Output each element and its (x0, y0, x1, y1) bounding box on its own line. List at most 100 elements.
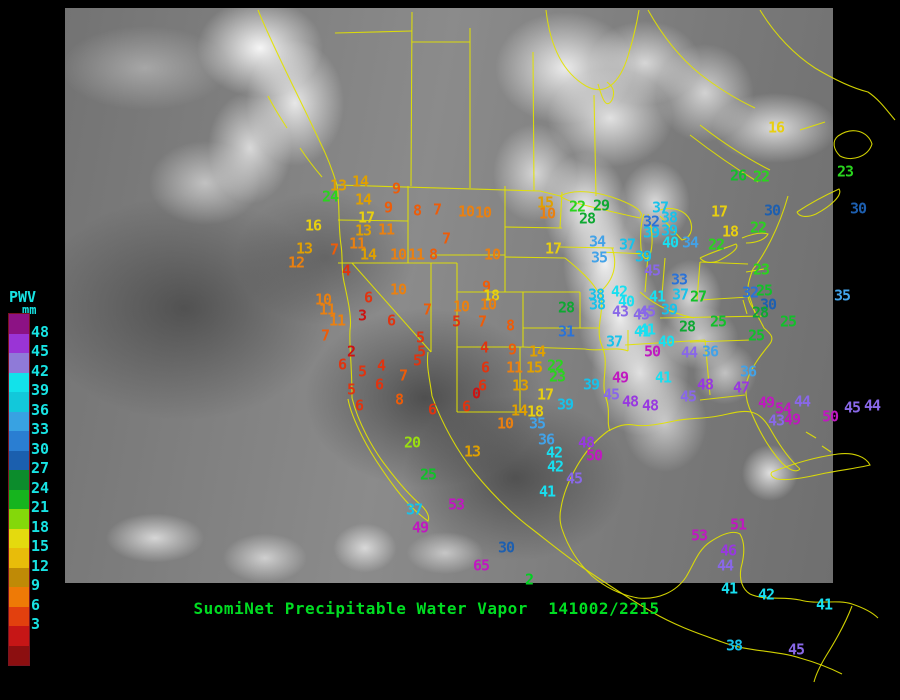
station-pwv-value: 25 (709, 312, 727, 331)
legend-tick-label: 3 (31, 615, 41, 633)
station-pwv-value: 11 (318, 300, 336, 319)
satellite-imagery (65, 8, 833, 583)
station-pwv-value: 7 (441, 229, 451, 248)
station-pwv-value: 45 (638, 302, 656, 321)
legend-tick-label: 15 (31, 537, 50, 555)
legend-tick-label: 27 (31, 459, 50, 477)
station-pwv-value: 30 (763, 201, 781, 220)
station-pwv-value: 25 (779, 312, 797, 331)
station-pwv-value: 49 (757, 393, 775, 412)
station-pwv-value: 6 (374, 375, 384, 394)
station-pwv-value: 39 (582, 375, 600, 394)
station-pwv-value: 6 (337, 355, 347, 374)
legend-tick-label: 39 (31, 381, 50, 399)
station-pwv-value: 25 (755, 281, 773, 300)
station-pwv-value: 6 (477, 376, 487, 395)
station-pwv-value: 5 (415, 328, 425, 347)
station-pwv-value: 39 (634, 247, 652, 266)
station-pwv-value: 5 (412, 351, 422, 370)
station-pwv-value: 41 (648, 287, 666, 306)
legend-color-cell (9, 587, 29, 607)
legend-tick-label: 45 (31, 342, 50, 360)
station-pwv-value: 32 (741, 283, 759, 302)
station-pwv-value: 8 (394, 390, 404, 409)
station-pwv-value: 25 (419, 465, 437, 484)
legend-color-cell (9, 392, 29, 412)
station-pwv-value: 39 (642, 223, 660, 242)
station-pwv-value: 53 (447, 495, 465, 514)
station-pwv-value: 37 (405, 500, 423, 519)
station-pwv-value: 50 (585, 446, 603, 465)
station-pwv-value: 38 (588, 295, 606, 314)
station-pwv-value: 46 (719, 541, 737, 560)
station-pwv-value: 16 (304, 216, 322, 235)
legend-color-cell (9, 411, 29, 431)
legend-color-cell (9, 431, 29, 451)
caption-timestamp: 141002/2215 (548, 599, 660, 618)
station-pwv-value: 65 (472, 556, 490, 575)
legend-tick-label: 42 (31, 361, 50, 380)
pwv-legend: PWV mm 48 45 42 39 36 33 30 27 24 21 18 15 12 9 6 3 (0, 288, 64, 678)
legend-color-cell (9, 548, 29, 568)
station-pwv-value: 10 (538, 204, 556, 223)
station-pwv-value: 30 (849, 199, 867, 218)
legend-tick-label: 36 (31, 400, 50, 419)
station-pwv-value: 33 (670, 270, 688, 289)
station-pwv-value: 44 (793, 392, 811, 411)
station-pwv-value: 42 (545, 443, 563, 462)
station-pwv-value: 5 (451, 312, 461, 331)
station-pwv-value: 35 (590, 248, 608, 267)
station-pwv-value: 20 (403, 433, 421, 452)
station-pwv-value: 17 (544, 239, 562, 258)
station-pwv-value: 36 (701, 342, 719, 361)
legend-color-cell (9, 606, 29, 626)
station-pwv-value: 41 (638, 320, 656, 339)
station-pwv-value: 35 (528, 414, 546, 433)
station-pwv-value: 7 (329, 240, 339, 259)
station-pwv-value: 48 (621, 392, 639, 411)
station-pwv-value: 10 (314, 290, 332, 309)
station-pwv-value: 23 (836, 162, 854, 181)
legend-color-cell (9, 626, 29, 646)
station-pwv-value: 9 (481, 277, 491, 296)
station-pwv-value: 13 (511, 376, 529, 395)
station-pwv-value: 31 (557, 322, 575, 341)
station-pwv-value: 8 (505, 316, 515, 335)
station-pwv-value: 9 (383, 198, 393, 217)
station-pwv-value: 0 (471, 384, 481, 403)
station-pwv-value: 15 (536, 193, 554, 212)
station-pwv-value: 34 (681, 233, 699, 252)
station-pwv-value: 10 (496, 414, 514, 433)
station-pwv-value: 47 (732, 378, 750, 397)
station-pwv-value: 14 (351, 172, 369, 191)
station-pwv-value: 32 (642, 212, 660, 231)
station-pwv-value: 5 (346, 380, 356, 399)
station-pwv-value: 18 (721, 222, 739, 241)
station-pwv-value: 9 (507, 340, 517, 359)
station-pwv-value: 10 (452, 297, 470, 316)
legend-color-cell (9, 489, 29, 509)
station-pwv-value: 42 (610, 282, 628, 301)
station-pwv-value: 35 (833, 286, 851, 305)
station-pwv-value: 38 (587, 285, 605, 304)
legend-tick-label: 18 (31, 517, 50, 536)
station-pwv-value: 14 (528, 342, 546, 361)
station-pwv-value: 17 (710, 202, 728, 221)
station-pwv-value: 6 (461, 397, 471, 416)
station-pwv-value: 44 (716, 556, 734, 575)
station-pwv-value: 36 (537, 430, 555, 449)
station-pwv-value: 15 (525, 358, 543, 377)
station-pwv-value: 38 (660, 208, 678, 227)
station-pwv-value: 14 (359, 245, 377, 264)
station-pwv-value: 3 (357, 306, 367, 325)
station-pwv-value: 4 (341, 261, 351, 280)
station-pwv-value: 34 (588, 232, 606, 251)
legend-tick-label: 24 (31, 478, 50, 497)
station-pwv-value: 9 (391, 179, 401, 198)
station-pwv-value: 27 (689, 287, 707, 306)
station-pwv-value: 23 (752, 260, 770, 279)
station-pwv-value: 4 (376, 356, 386, 375)
station-pwv-value: 37 (605, 332, 623, 351)
